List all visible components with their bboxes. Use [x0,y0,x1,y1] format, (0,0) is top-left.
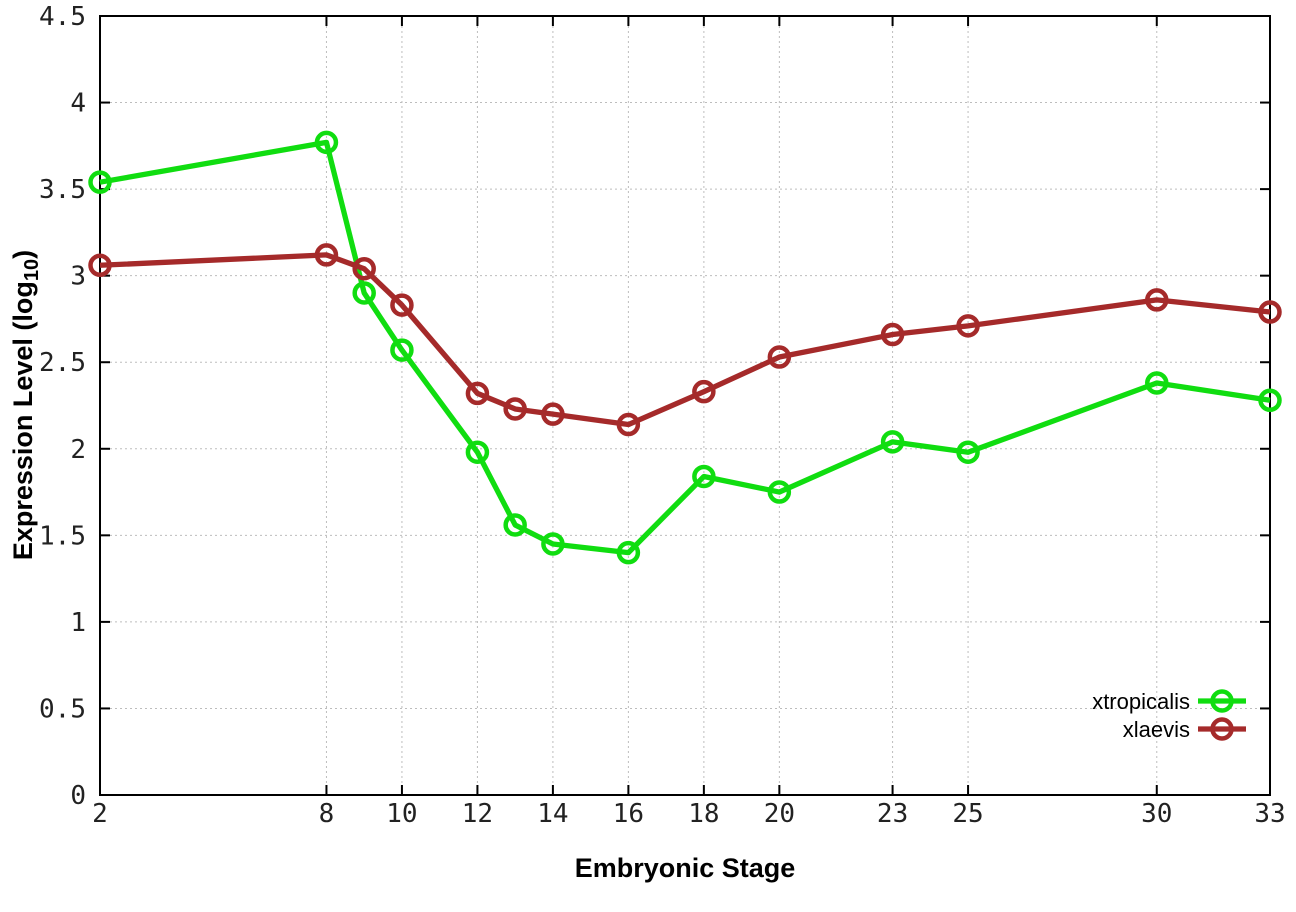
data-point-xlaevis [88,253,112,278]
y-tick-label: 4.5 [39,2,86,32]
data-point-xtropicalis [692,464,716,489]
x-tick-labels: 2 8 10 12 14 16 18 20 23 25 30 33 [92,799,1285,829]
series-line-xtropicalis [99,139,1271,556]
y-axis-title: Expression Level (log10) [8,250,43,560]
y-axis-title-close: ) [8,250,38,259]
data-point-xlaevis [616,412,641,437]
x-tick-label: 18 [688,799,719,829]
data-point-xtropicalis [352,281,376,305]
y-tick-label: 0 [70,781,86,811]
data-point-xlaevis [1258,300,1282,324]
data-point-xtropicalis [314,130,339,155]
y-tick-label: 3 [70,262,86,292]
axis-ticks [99,15,1271,796]
x-tick-label: 12 [462,799,493,829]
y-tick-label: 2.5 [39,348,86,378]
data-point-xtropicalis [880,430,905,454]
x-tick-label: 8 [319,799,335,829]
y-tick-label: 2 [70,435,86,465]
y-axis-title-main: Expression Level (log [8,281,38,560]
legend-item-xtropicalis: xtropicalis [1092,689,1246,714]
data-point-xlaevis [692,379,716,404]
series-line-xlaevis [99,252,1271,428]
legend: xtropicalis xlaevis [1092,689,1246,742]
data-point-xtropicalis [1145,371,1169,395]
y-tick-label: 1.5 [39,521,86,551]
series-xtropicalis [88,130,1282,565]
legend-sample-marker-xlaevis [1210,717,1234,741]
legend-label-xtropicalis: xtropicalis [1092,689,1190,714]
legend-label-xlaevis: xlaevis [1123,717,1190,742]
data-point-xlaevis [880,322,905,347]
data-point-xtropicalis [465,440,490,464]
data-point-xtropicalis [541,532,565,556]
x-tick-label: 23 [877,799,908,829]
y-tick-label: 4 [70,89,86,119]
data-point-xtropicalis [767,480,792,504]
y-tick-label: 3.5 [39,175,86,205]
x-tick-label: 16 [613,799,644,829]
x-tick-label: 25 [952,799,983,829]
plot-border [99,15,1271,796]
data-point-xlaevis [390,293,414,317]
x-tick-label: 30 [1141,799,1172,829]
y-tick-labels: 0 0.5 1 1.5 2 2.5 3 3.5 4 4.5 [39,2,86,811]
y-tick-label: 1 [70,608,86,638]
data-series [88,130,1282,565]
data-point-xtropicalis [503,513,527,537]
legend-item-xlaevis: xlaevis [1123,717,1246,742]
data-point-xtropicalis [616,540,641,565]
data-point-xlaevis [1145,288,1169,312]
data-point-xlaevis [352,256,376,281]
data-point-xlaevis [956,314,980,338]
data-point-xlaevis [314,243,339,267]
x-axis-title: Embryonic Stage [575,853,796,883]
data-point-xlaevis [541,402,565,426]
data-point-xlaevis [503,397,527,421]
x-tick-label: 14 [537,799,568,829]
y-axis-title-subscript: 10 [21,259,43,281]
data-point-xtropicalis [1258,388,1282,413]
x-tick-label: 33 [1254,799,1285,829]
x-tick-label: 2 [92,799,108,829]
data-point-xtropicalis [390,338,414,362]
data-point-xtropicalis [956,440,980,464]
data-point-xlaevis [767,345,792,369]
data-point-xtropicalis [88,170,112,194]
series-xlaevis [88,243,1282,437]
legend-sample-marker-xtropicalis [1210,689,1234,713]
x-tick-label: 10 [386,799,417,829]
y-tick-label: 0.5 [39,694,86,724]
data-point-xlaevis [465,381,490,406]
x-tick-label: 20 [764,799,795,829]
